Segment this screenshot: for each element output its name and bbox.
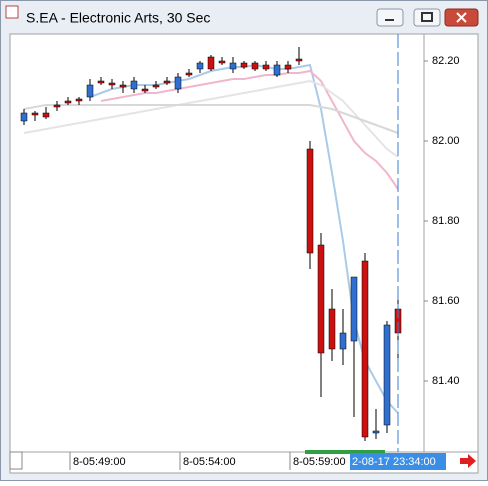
y-tick-label: 82.00 [432,135,460,147]
app-icon [5,5,19,19]
candle-body [31,112,39,116]
minimize-button[interactable] [376,8,404,27]
candle-body [108,82,116,86]
candle-body [383,324,391,426]
candle-body [262,64,270,70]
y-tick-label: 81.60 [432,295,460,307]
candle-body [86,84,94,98]
window-title: S.EA - Electronic Arts, 30 Sec [26,10,210,26]
x-tick-label: 8-05:59:00 [293,456,346,468]
close-icon [456,12,467,23]
candle-body [350,276,358,342]
candle-body [152,84,160,88]
y-tick-label: 81.40 [432,375,460,387]
cursor-label-box [350,453,446,470]
moving-average-line [100,69,399,190]
candle-body [240,62,248,68]
candle-body [185,72,193,76]
minimize-icon [385,19,394,21]
candle-body [196,62,204,70]
candle-body [130,80,138,90]
x-tick-label: 8-05:54:00 [183,456,236,468]
candle-body [317,244,325,354]
candle-body [119,84,127,88]
x-tick-label: 8-05:49:00 [73,456,126,468]
candle-body [372,430,380,434]
candle-body [20,112,28,122]
y-tick-label: 81.80 [432,215,460,227]
candle-body [97,80,105,84]
candle-body [361,260,369,438]
candle-body [251,62,259,70]
candle-body [295,58,303,62]
y-tick-label: 82.20 [432,55,460,67]
candle-body [207,56,215,70]
maximize-icon [421,12,433,22]
maximize-button[interactable] [413,8,441,27]
candle-body [42,112,50,118]
candle-body [141,88,149,92]
scroll-position [305,450,385,454]
moving-average-line [23,104,399,134]
candle-body [284,64,292,70]
moving-average-line [23,79,399,158]
scroll-right-arrow[interactable] [460,454,476,468]
scroll-box[interactable] [9,451,23,470]
candle-body [75,98,83,102]
candle-body [53,104,61,108]
cursor-label: 2-08-17 23:34:00 [352,456,436,468]
candle-body [163,80,171,84]
candle-body [273,64,281,76]
candle-body [218,60,226,64]
candle-body [306,148,314,254]
candle-body [328,308,336,350]
candle-body [64,100,72,104]
chart-panel [9,33,479,474]
plot: 81.40 81.60 81.80 82.00 82.20 8-05:49:00 8-05:… [20,34,460,470]
candle-body [339,332,347,350]
candle-body [229,62,237,70]
candle-body [174,76,182,90]
